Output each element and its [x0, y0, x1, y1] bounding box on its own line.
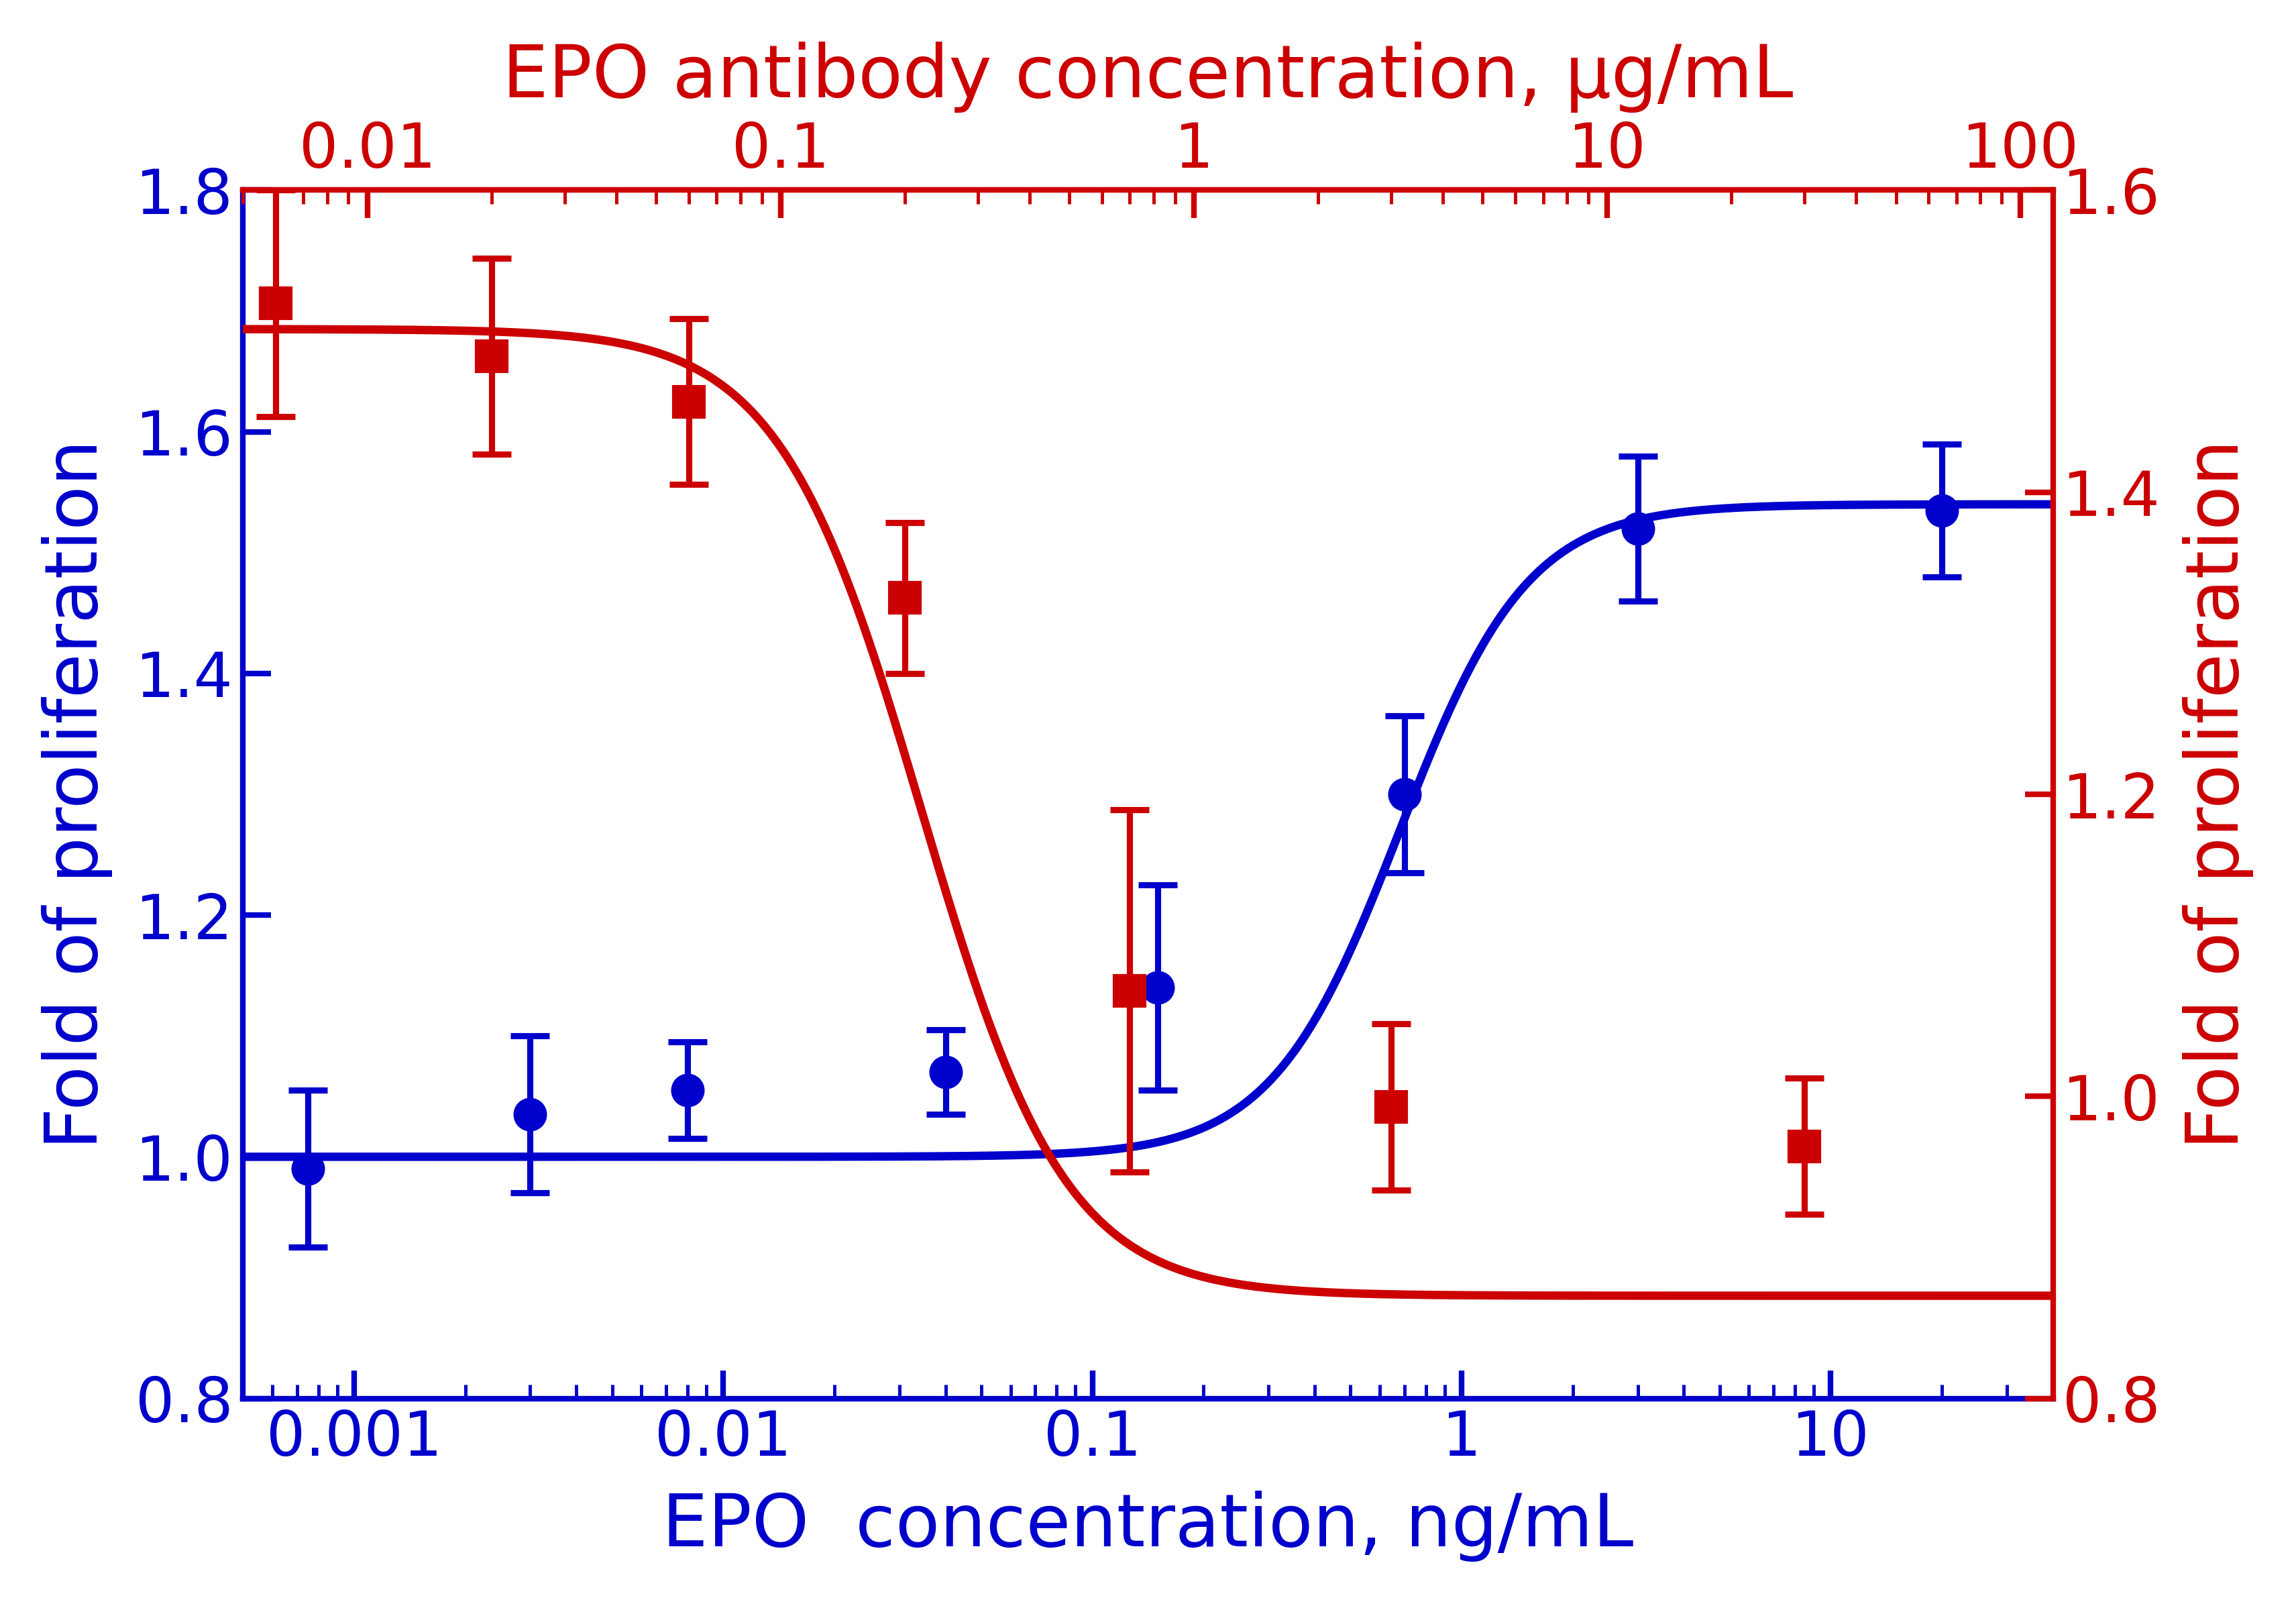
Y-axis label: Fold of proliferation: Fold of proliferation: [41, 439, 113, 1148]
X-axis label: EPO antibody concentration, μg/mL: EPO antibody concentration, μg/mL: [503, 42, 1793, 112]
Y-axis label: Fold of proliferation: Fold of proliferation: [2183, 439, 2255, 1148]
X-axis label: EPO  concentration, ng/mL: EPO concentration, ng/mL: [661, 1492, 1635, 1562]
